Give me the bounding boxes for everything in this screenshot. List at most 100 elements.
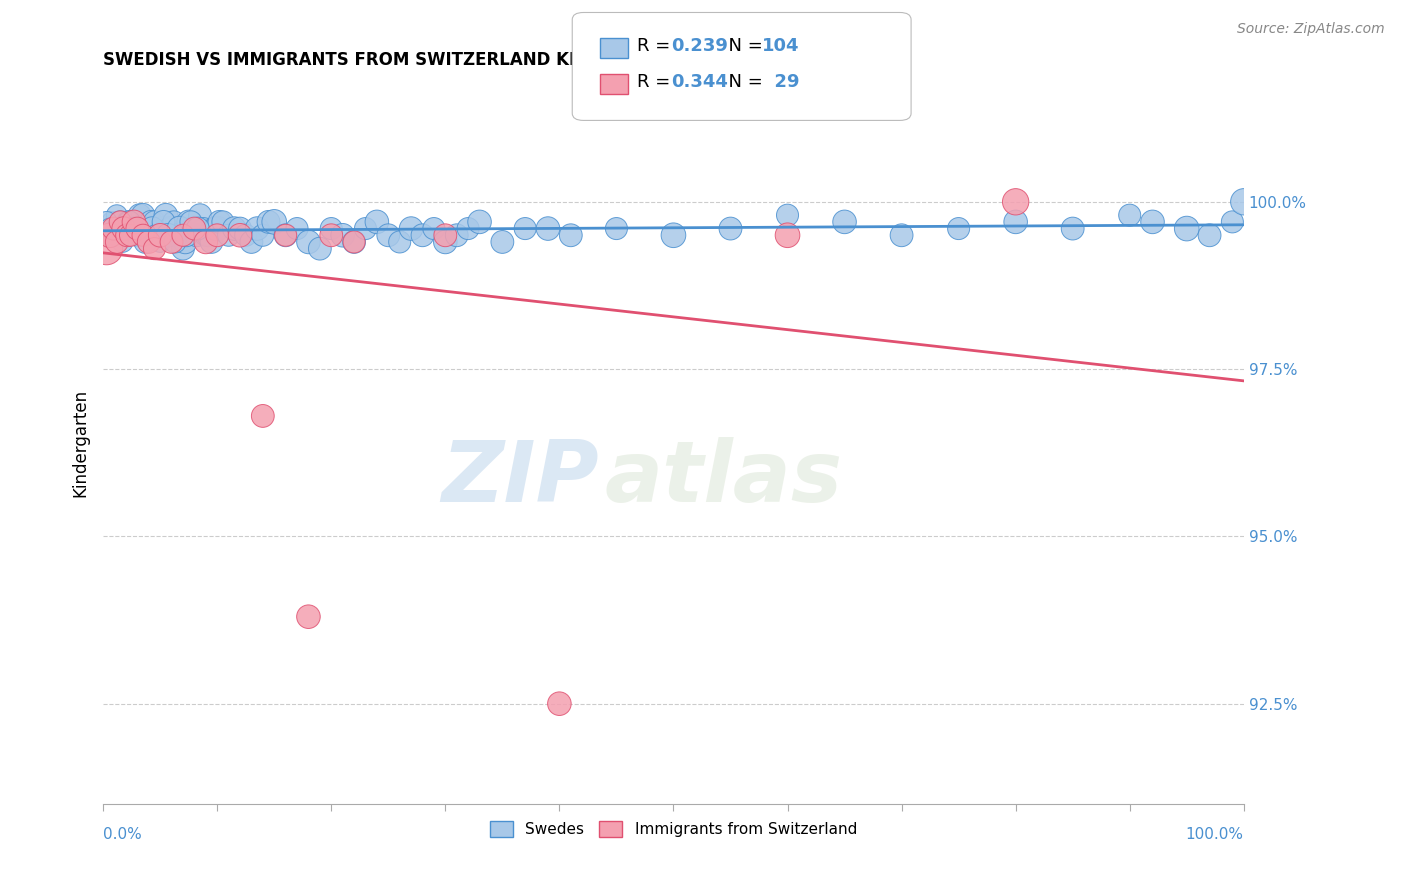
Point xyxy=(366,215,388,229)
Point xyxy=(388,235,411,249)
Point xyxy=(139,215,162,229)
Text: 0.0%: 0.0% xyxy=(103,828,142,842)
Point xyxy=(297,235,319,249)
Point xyxy=(135,221,157,235)
Point xyxy=(457,221,479,235)
Point xyxy=(321,228,343,243)
Point xyxy=(132,228,155,243)
Point xyxy=(193,221,215,235)
Point xyxy=(321,221,343,235)
Point xyxy=(145,228,167,243)
Point xyxy=(204,221,226,235)
Point xyxy=(149,228,172,243)
Point xyxy=(120,228,142,243)
Point xyxy=(183,221,205,235)
Text: 0.344: 0.344 xyxy=(671,73,727,91)
Point xyxy=(1198,228,1220,243)
Point xyxy=(169,221,191,235)
Point xyxy=(188,208,211,222)
Point xyxy=(134,235,156,249)
Point xyxy=(128,208,150,222)
Point xyxy=(186,228,208,243)
Point xyxy=(229,228,252,243)
Point xyxy=(285,221,308,235)
Point xyxy=(197,228,219,243)
Point xyxy=(112,221,135,235)
Point xyxy=(1233,194,1256,209)
Point xyxy=(115,228,138,243)
Point xyxy=(240,235,263,249)
Point xyxy=(491,235,513,249)
Point xyxy=(274,228,297,243)
Point xyxy=(97,228,120,243)
Point xyxy=(122,215,145,229)
Point xyxy=(96,242,118,256)
Point xyxy=(105,235,128,249)
Point xyxy=(160,235,183,249)
Point xyxy=(776,228,799,243)
Point xyxy=(105,208,128,222)
Point xyxy=(224,221,246,235)
Point xyxy=(235,228,257,243)
Point xyxy=(560,228,582,243)
Text: 29: 29 xyxy=(762,73,800,91)
Point xyxy=(377,228,399,243)
Point xyxy=(194,235,217,249)
Point xyxy=(274,228,297,243)
Point xyxy=(96,215,118,229)
Text: atlas: atlas xyxy=(605,437,844,520)
Point xyxy=(143,215,166,229)
Point xyxy=(110,215,132,229)
Point xyxy=(548,697,571,711)
Point xyxy=(163,215,186,229)
Point xyxy=(1004,215,1026,229)
Point xyxy=(1062,221,1084,235)
Point xyxy=(118,215,141,229)
Point xyxy=(124,221,146,235)
Point xyxy=(117,215,139,229)
Point xyxy=(412,228,434,243)
Point xyxy=(263,215,285,229)
Point xyxy=(434,228,457,243)
Point xyxy=(129,228,152,243)
Point xyxy=(98,221,121,235)
Point xyxy=(138,221,160,235)
Point xyxy=(98,228,121,243)
Point xyxy=(252,228,274,243)
Point xyxy=(1118,208,1140,222)
Y-axis label: Kindergarten: Kindergarten xyxy=(72,389,89,497)
Legend: Swedes, Immigrants from Switzerland: Swedes, Immigrants from Switzerland xyxy=(484,815,863,844)
Text: R =: R = xyxy=(637,73,676,91)
Text: 0.239: 0.239 xyxy=(671,37,727,55)
Point xyxy=(343,235,366,249)
Point xyxy=(103,221,125,235)
Point xyxy=(1142,215,1164,229)
Point xyxy=(218,228,240,243)
Point xyxy=(149,235,172,249)
Point xyxy=(468,215,491,229)
Text: N =: N = xyxy=(717,73,769,91)
Point xyxy=(172,228,194,243)
Point xyxy=(434,235,457,249)
Point xyxy=(155,208,177,222)
Point xyxy=(948,221,970,235)
Point xyxy=(157,228,180,243)
Point xyxy=(176,228,198,243)
Point xyxy=(141,221,163,235)
Point xyxy=(181,221,204,235)
Point xyxy=(229,221,252,235)
Point xyxy=(115,221,138,235)
Point xyxy=(399,221,422,235)
Point xyxy=(200,235,222,249)
Point xyxy=(332,228,354,243)
Point xyxy=(180,215,202,229)
Point xyxy=(212,215,235,229)
Point xyxy=(252,409,274,423)
Point xyxy=(143,242,166,256)
Point xyxy=(121,215,143,229)
Point xyxy=(132,208,155,222)
Point xyxy=(112,221,135,235)
Point xyxy=(537,221,560,235)
Point xyxy=(127,221,149,235)
Point xyxy=(110,215,132,229)
